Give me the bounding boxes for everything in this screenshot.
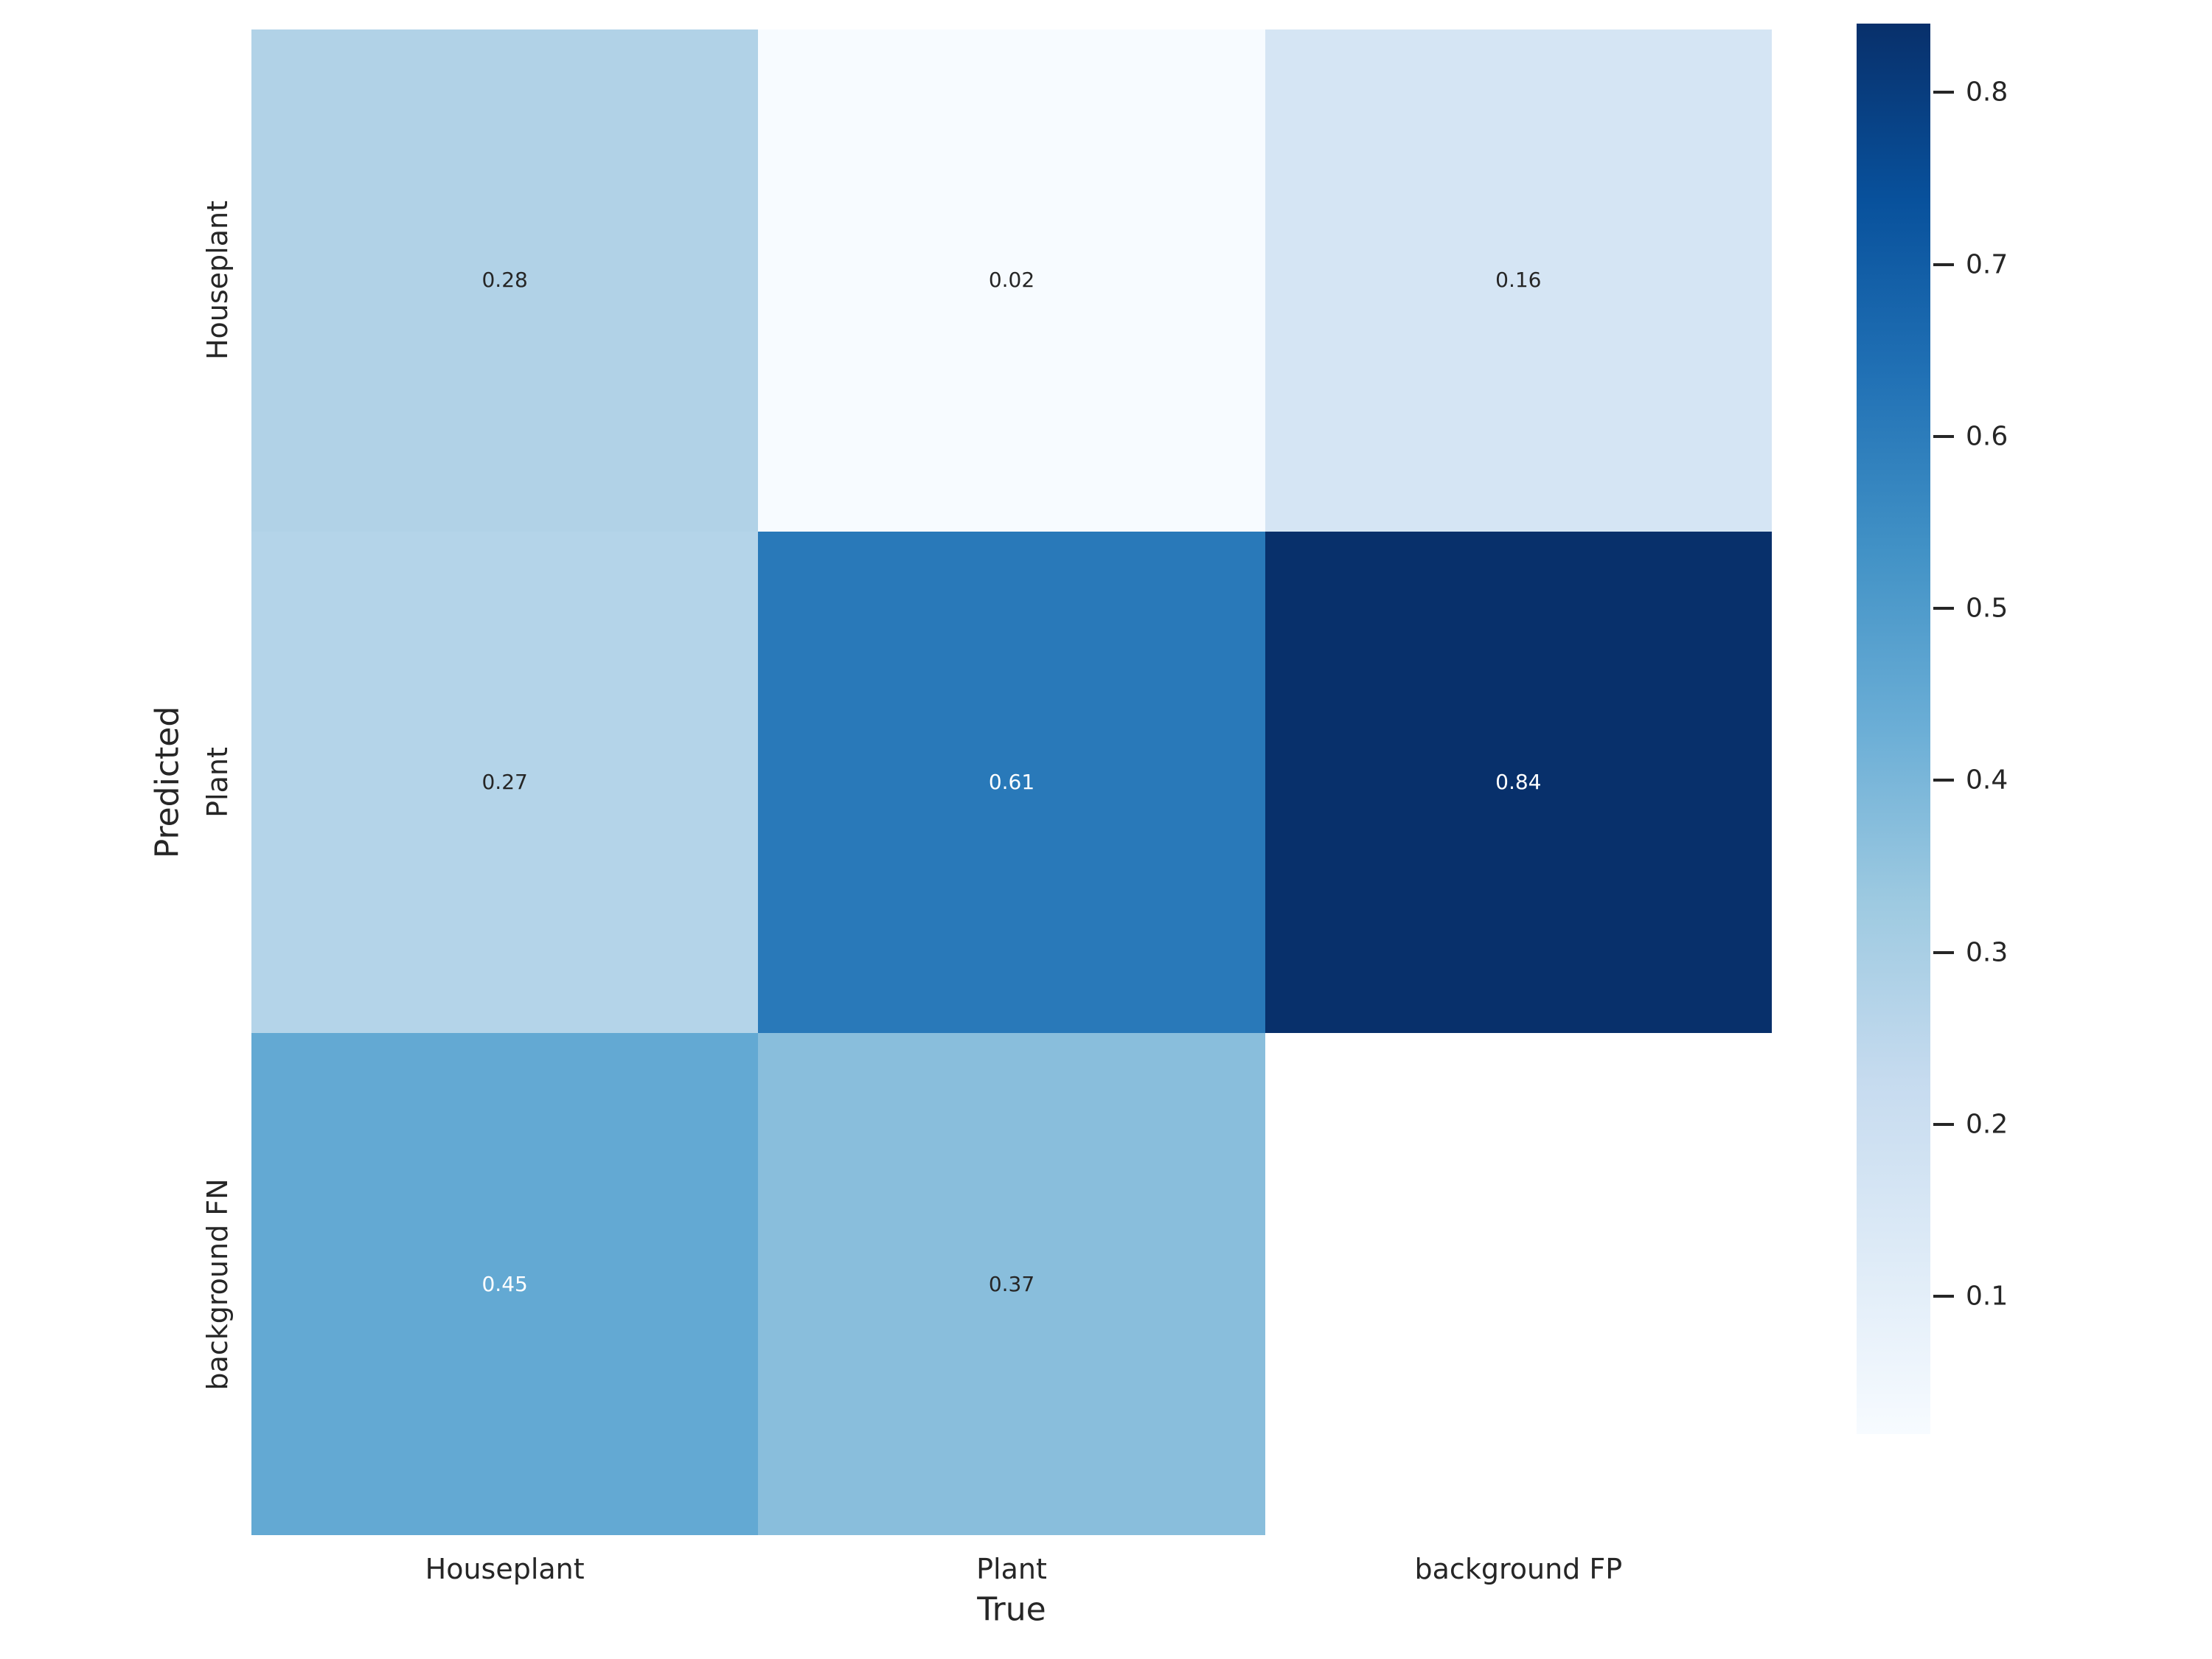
heatmap-cell: 0.02 bbox=[758, 29, 1265, 532]
colorbar-tick-label: 0.8 bbox=[1966, 77, 2008, 108]
y-tick-label: Houseplant bbox=[201, 201, 234, 361]
cell-value: 0.61 bbox=[988, 769, 1035, 794]
heatmap-cell: 0.37 bbox=[758, 1033, 1265, 1535]
cell-value: 0.27 bbox=[481, 769, 528, 794]
colorbar-tick-label: 0.5 bbox=[1966, 593, 2008, 624]
cell-value: 0.02 bbox=[988, 268, 1035, 293]
x-tick-label: Plant bbox=[976, 1553, 1047, 1585]
colorbar-tick-mark bbox=[1933, 1123, 1954, 1127]
colorbar-gradient bbox=[1857, 24, 1930, 1434]
colorbar-tick-label: 0.3 bbox=[1966, 937, 2008, 968]
heatmap-cell: 0.84 bbox=[1265, 531, 1772, 1034]
heatmap-cell: 0.16 bbox=[1265, 29, 1772, 532]
y-tick-label: Plant bbox=[201, 747, 234, 818]
colorbar-tick-mark bbox=[1933, 1295, 1954, 1298]
heatmap-cell: 0.45 bbox=[251, 1033, 759, 1535]
colorbar-tick-mark bbox=[1933, 779, 1954, 782]
y-axis-label: Predicted bbox=[148, 706, 187, 859]
colorbar-tick-label: 0.2 bbox=[1966, 1109, 2008, 1140]
heatmap-cell: 0.28 bbox=[251, 29, 759, 532]
colorbar-tick-label: 0.4 bbox=[1966, 765, 2008, 796]
colorbar-tick-label: 0.6 bbox=[1966, 421, 2008, 452]
cell-value: 0.16 bbox=[1495, 268, 1542, 293]
cell-value: 0.28 bbox=[481, 268, 528, 293]
colorbar-tick-label: 0.1 bbox=[1966, 1281, 2008, 1312]
cell-value: 0.84 bbox=[1495, 769, 1542, 794]
colorbar-tick-mark bbox=[1933, 950, 1954, 954]
heatmap-cell: 0.61 bbox=[758, 531, 1265, 1034]
x-tick-label: Houseplant bbox=[425, 1553, 585, 1585]
x-tick-label: background FP bbox=[1414, 1553, 1623, 1585]
y-tick-label: background FN bbox=[201, 1178, 234, 1391]
colorbar-tick-mark bbox=[1933, 607, 1954, 611]
cell-value: 0.37 bbox=[988, 1271, 1035, 1296]
x-axis-label: True bbox=[977, 1590, 1046, 1629]
heatmap-cell bbox=[1265, 1033, 1772, 1535]
heatmap-cell: 0.27 bbox=[251, 531, 759, 1034]
colorbar-tick-mark bbox=[1933, 262, 1954, 266]
cell-value: 0.45 bbox=[481, 1271, 528, 1296]
colorbar-tick-mark bbox=[1933, 434, 1954, 438]
heatmap-grid: 0.28 0.02 0.16 0.27 0.61 0.84 0.45 0.37 bbox=[251, 29, 1772, 1535]
colorbar-tick-label: 0.7 bbox=[1966, 249, 2008, 280]
colorbar-tick-mark bbox=[1933, 91, 1954, 94]
